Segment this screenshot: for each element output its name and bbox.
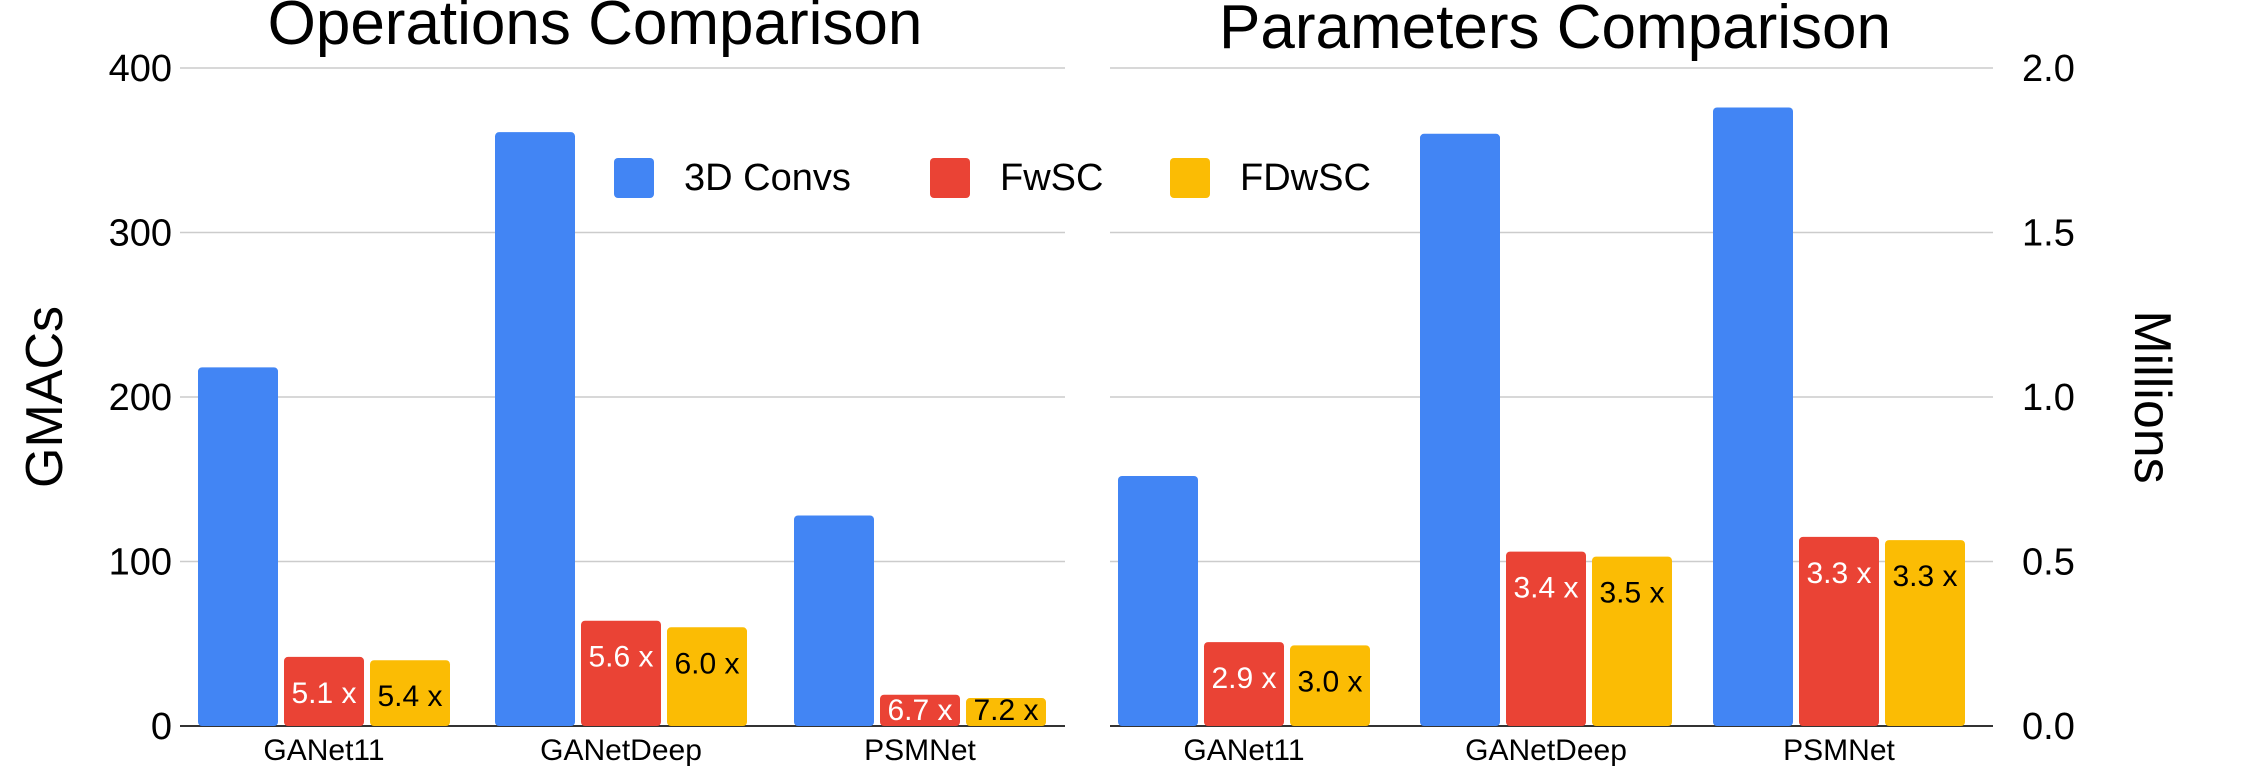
bar xyxy=(581,620,661,726)
bar xyxy=(1592,556,1672,726)
bar xyxy=(284,656,364,726)
data-label: 3.3 x xyxy=(1806,557,1871,590)
y-tick-label: 0.0 xyxy=(2022,706,2075,748)
legend-label: FwSC xyxy=(1000,157,1103,199)
bar-layer xyxy=(198,107,1965,727)
category-label: PSMNet xyxy=(864,734,976,767)
data-label: 6.7 x xyxy=(887,694,952,727)
chart-title: Operations Comparison xyxy=(268,0,923,58)
category-label: GANetDeep xyxy=(540,734,702,767)
bar xyxy=(1885,540,1965,726)
chart-title: Parameters Comparison xyxy=(1219,0,1891,62)
data-label: 5.1 x xyxy=(291,677,356,710)
legend-swatch xyxy=(1170,158,1210,198)
legend-label: FDwSC xyxy=(1240,157,1371,199)
bar xyxy=(495,132,575,726)
y-tick-label: 200 xyxy=(109,377,172,419)
data-label: 7.2 x xyxy=(973,694,1038,727)
bar xyxy=(1713,107,1793,727)
bar xyxy=(198,367,278,726)
bar xyxy=(880,694,960,726)
data-label: 3.3 x xyxy=(1892,560,1957,593)
y-tick-label: 400 xyxy=(109,48,172,90)
bar xyxy=(667,627,747,726)
y-tick-label: 1.5 xyxy=(2022,213,2075,255)
category-label: GANet11 xyxy=(1183,734,1304,767)
data-label: 5.6 x xyxy=(588,641,653,674)
text-layer: 0 100 200 300 400 Operations Comparison GMACs 5… xyxy=(16,0,2181,767)
category-label: PSMNet xyxy=(1783,734,1895,767)
bar xyxy=(1506,551,1586,726)
bar xyxy=(1118,475,1198,726)
legend-swatch xyxy=(930,158,970,198)
data-label: 6.0 x xyxy=(674,647,739,680)
bar xyxy=(794,515,874,726)
data-label: 3.4 x xyxy=(1513,572,1578,605)
data-label: 5.4 x xyxy=(377,680,442,713)
bar xyxy=(966,698,1046,726)
legend-label: 3D Convs xyxy=(684,157,851,199)
category-label: GANetDeep xyxy=(1465,734,1627,767)
y-tick-label: 0 xyxy=(151,706,172,748)
y-axis-label: GMACs xyxy=(16,306,74,488)
legend: 3D Convs FwSC FDwSC xyxy=(614,157,1371,199)
y-tick-label: 300 xyxy=(109,213,172,255)
data-label: 2.9 x xyxy=(1211,662,1276,695)
y-tick-label: 1.0 xyxy=(2022,377,2075,419)
data-label: 3.0 x xyxy=(1297,665,1362,698)
y-tick-label: 100 xyxy=(109,542,172,584)
data-label: 3.5 x xyxy=(1599,577,1664,610)
legend-swatch xyxy=(614,158,654,198)
bar xyxy=(1290,645,1370,726)
bar xyxy=(370,660,450,726)
y-tick-label: 0.5 xyxy=(2022,542,2075,584)
y-tick-label: 2.0 xyxy=(2022,48,2075,90)
bar xyxy=(1204,642,1284,726)
category-label: GANet11 xyxy=(263,734,384,767)
bar xyxy=(1799,536,1879,726)
y-axis-label: Millions xyxy=(2123,310,2181,483)
bar xyxy=(1420,133,1500,727)
